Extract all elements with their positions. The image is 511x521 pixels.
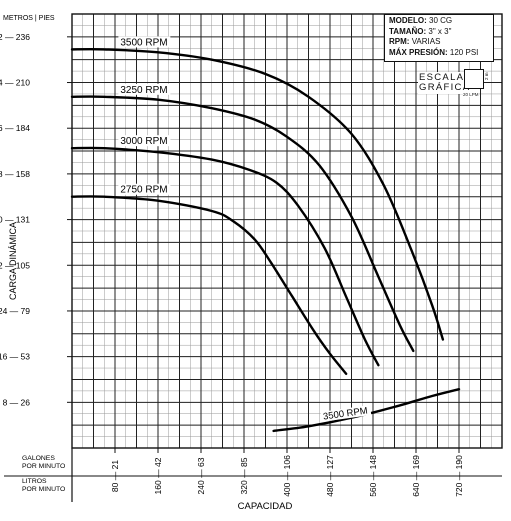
x-tick-label: 640 — 169 xyxy=(411,455,421,497)
scale-h-label: 20 LPM xyxy=(463,92,479,97)
curve-label-bg xyxy=(118,83,171,95)
info-presion-value: 120 PSI xyxy=(449,47,479,57)
x-tick-label: 80 — 21 xyxy=(110,460,120,492)
pump-info-box: MODELO: 30 CG TAMAÑO: 3" x 3" RPM: VARIA… xyxy=(384,14,494,62)
scale-line2: GRÁFICA xyxy=(419,82,471,93)
curve-label: 3500 RPM xyxy=(120,37,167,48)
curve-label: 3000 RPM xyxy=(120,136,167,147)
y-tick-label: 72 — 236 xyxy=(0,32,30,42)
scale-v-label: 2 m xyxy=(484,72,489,80)
x-row-label-lpm: POR MINUTO xyxy=(22,486,65,493)
curve-3000-rpm-2 xyxy=(70,146,380,367)
curve-label-bg xyxy=(320,405,372,422)
y-tick-label: 64 — 210 xyxy=(0,78,30,88)
info-tamano-row: TAMAÑO: 3" x 3" xyxy=(389,27,489,38)
curve-2750-rpm-3 xyxy=(70,195,348,375)
y-tick-label: 8 — 26 xyxy=(3,397,31,407)
y-tick-label: 56 — 184 xyxy=(0,123,30,133)
y-tick-label: 40 — 131 xyxy=(0,215,30,225)
x-tick-label: 720 — 190 xyxy=(454,455,464,497)
scale-square xyxy=(464,69,484,89)
info-presion-row: MÁX PRESIÓN: 120 PSI xyxy=(389,48,489,59)
y-tick-label: 24 — 79 xyxy=(0,306,30,316)
scale-line1: ESCALA xyxy=(419,72,465,83)
x-axis-title: CAPACIDAD xyxy=(238,501,293,512)
x-row-label-gpm: GALONES xyxy=(22,455,55,462)
y-tick-label: 48 — 158 xyxy=(0,169,30,179)
y-axis-title: CARGA DINÁMICA xyxy=(8,222,18,300)
info-rpm-row: RPM: VARIAS xyxy=(389,37,489,48)
info-presion-label: MÁX PRESIÓN: xyxy=(389,47,448,57)
x-row-label-gpm: POR MINUTO xyxy=(22,463,65,470)
x-tick-label: 560 — 148 xyxy=(368,455,378,497)
x-tick-label: 400 — 106 xyxy=(282,455,292,497)
x-tick-label: 160 — 42 xyxy=(153,457,163,494)
curve-label-bg xyxy=(118,36,171,48)
curve-label: 2750 RPM xyxy=(120,185,167,196)
info-tamano-label: TAMAÑO: xyxy=(389,26,427,36)
info-modelo-row: MODELO: 30 CG xyxy=(389,16,489,27)
x-row-label-lpm: LITROS xyxy=(22,478,47,485)
curve-label: 3250 RPM xyxy=(120,85,167,96)
y-tick-label: 16 — 53 xyxy=(0,352,30,362)
x-tick-label: 480 — 127 xyxy=(325,455,335,497)
scale-legend-label: ESCALA GRÁFICA xyxy=(418,72,472,94)
info-modelo-value: 30 CG xyxy=(429,16,453,25)
info-rpm-label: RPM: xyxy=(389,37,410,47)
info-modelo-label: MODELO: xyxy=(389,16,427,25)
curve-label-bg xyxy=(118,183,171,195)
info-rpm-value: VARIAS xyxy=(411,37,441,47)
curve-label-bg xyxy=(118,135,171,147)
y-tick-label: 32 — 105 xyxy=(0,260,30,270)
curve-3500-rpm-4 xyxy=(272,388,461,433)
x-tick-label: 240 — 63 xyxy=(196,457,206,494)
x-tick-label: 320 — 85 xyxy=(239,457,249,494)
curve-3500-rpm-0 xyxy=(70,47,445,341)
y-unit-labels: METROS | PIES xyxy=(3,15,55,22)
curve-3250-rpm-1 xyxy=(70,95,415,353)
info-tamano-value: 3" x 3" xyxy=(428,26,452,36)
